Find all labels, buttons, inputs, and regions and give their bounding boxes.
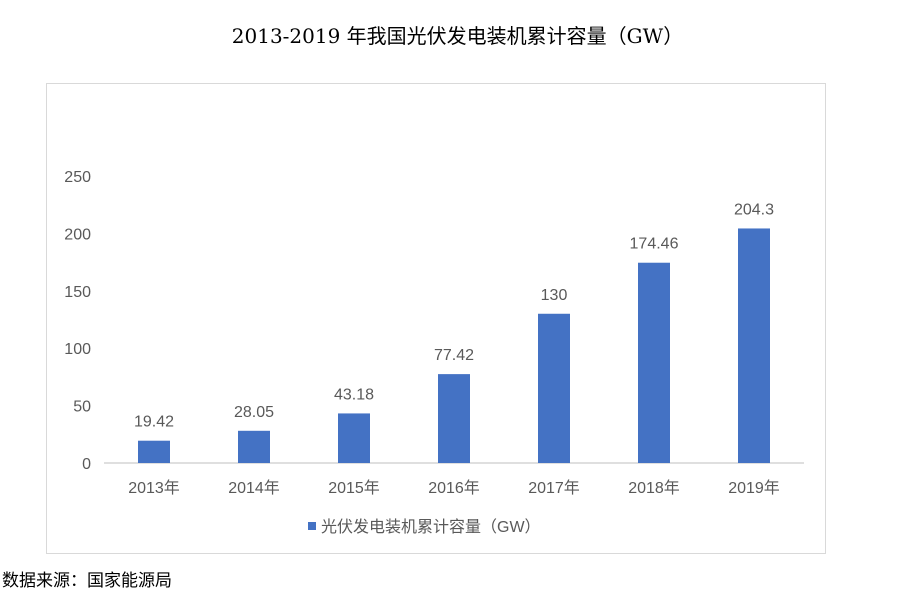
bar [338,413,370,463]
chart-area [46,83,826,554]
data-label: 130 [541,287,568,304]
y-tick-label: 0 [82,456,91,473]
data-label: 204.3 [734,201,774,218]
chart-title: 2013-2019 年我国光伏发电装机累计容量（GW） [231,24,684,48]
y-tick-label: 100 [64,341,91,358]
x-tick-label: 2015年 [328,479,380,497]
data-label: 43.18 [334,386,374,403]
source-note: 数据来源：国家能源局 [2,571,172,591]
legend-swatch [308,522,316,530]
data-label: 28.05 [234,404,274,421]
bar [638,262,670,463]
x-tick-label: 2013年 [128,479,180,497]
y-tick-label: 50 [73,399,91,416]
data-label: 174.46 [630,236,679,253]
bar [238,430,270,463]
x-tick-label: 2014年 [228,479,280,497]
x-tick-label: 2016年 [428,479,480,497]
x-tick-label: 2017年 [528,479,580,497]
bar [538,313,570,463]
data-label: 19.42 [134,414,174,431]
bar [138,440,170,463]
y-tick-label: 150 [64,284,91,301]
x-tick-label: 2018年 [628,479,680,497]
legend-label: 光伏发电装机累计容量（GW） [321,518,541,536]
y-tick-label: 250 [64,169,91,186]
y-tick-label: 200 [64,226,91,243]
data-label: 77.42 [434,347,474,364]
x-tick-label: 2019年 [728,479,780,497]
bar [738,228,770,463]
bar [438,374,470,463]
